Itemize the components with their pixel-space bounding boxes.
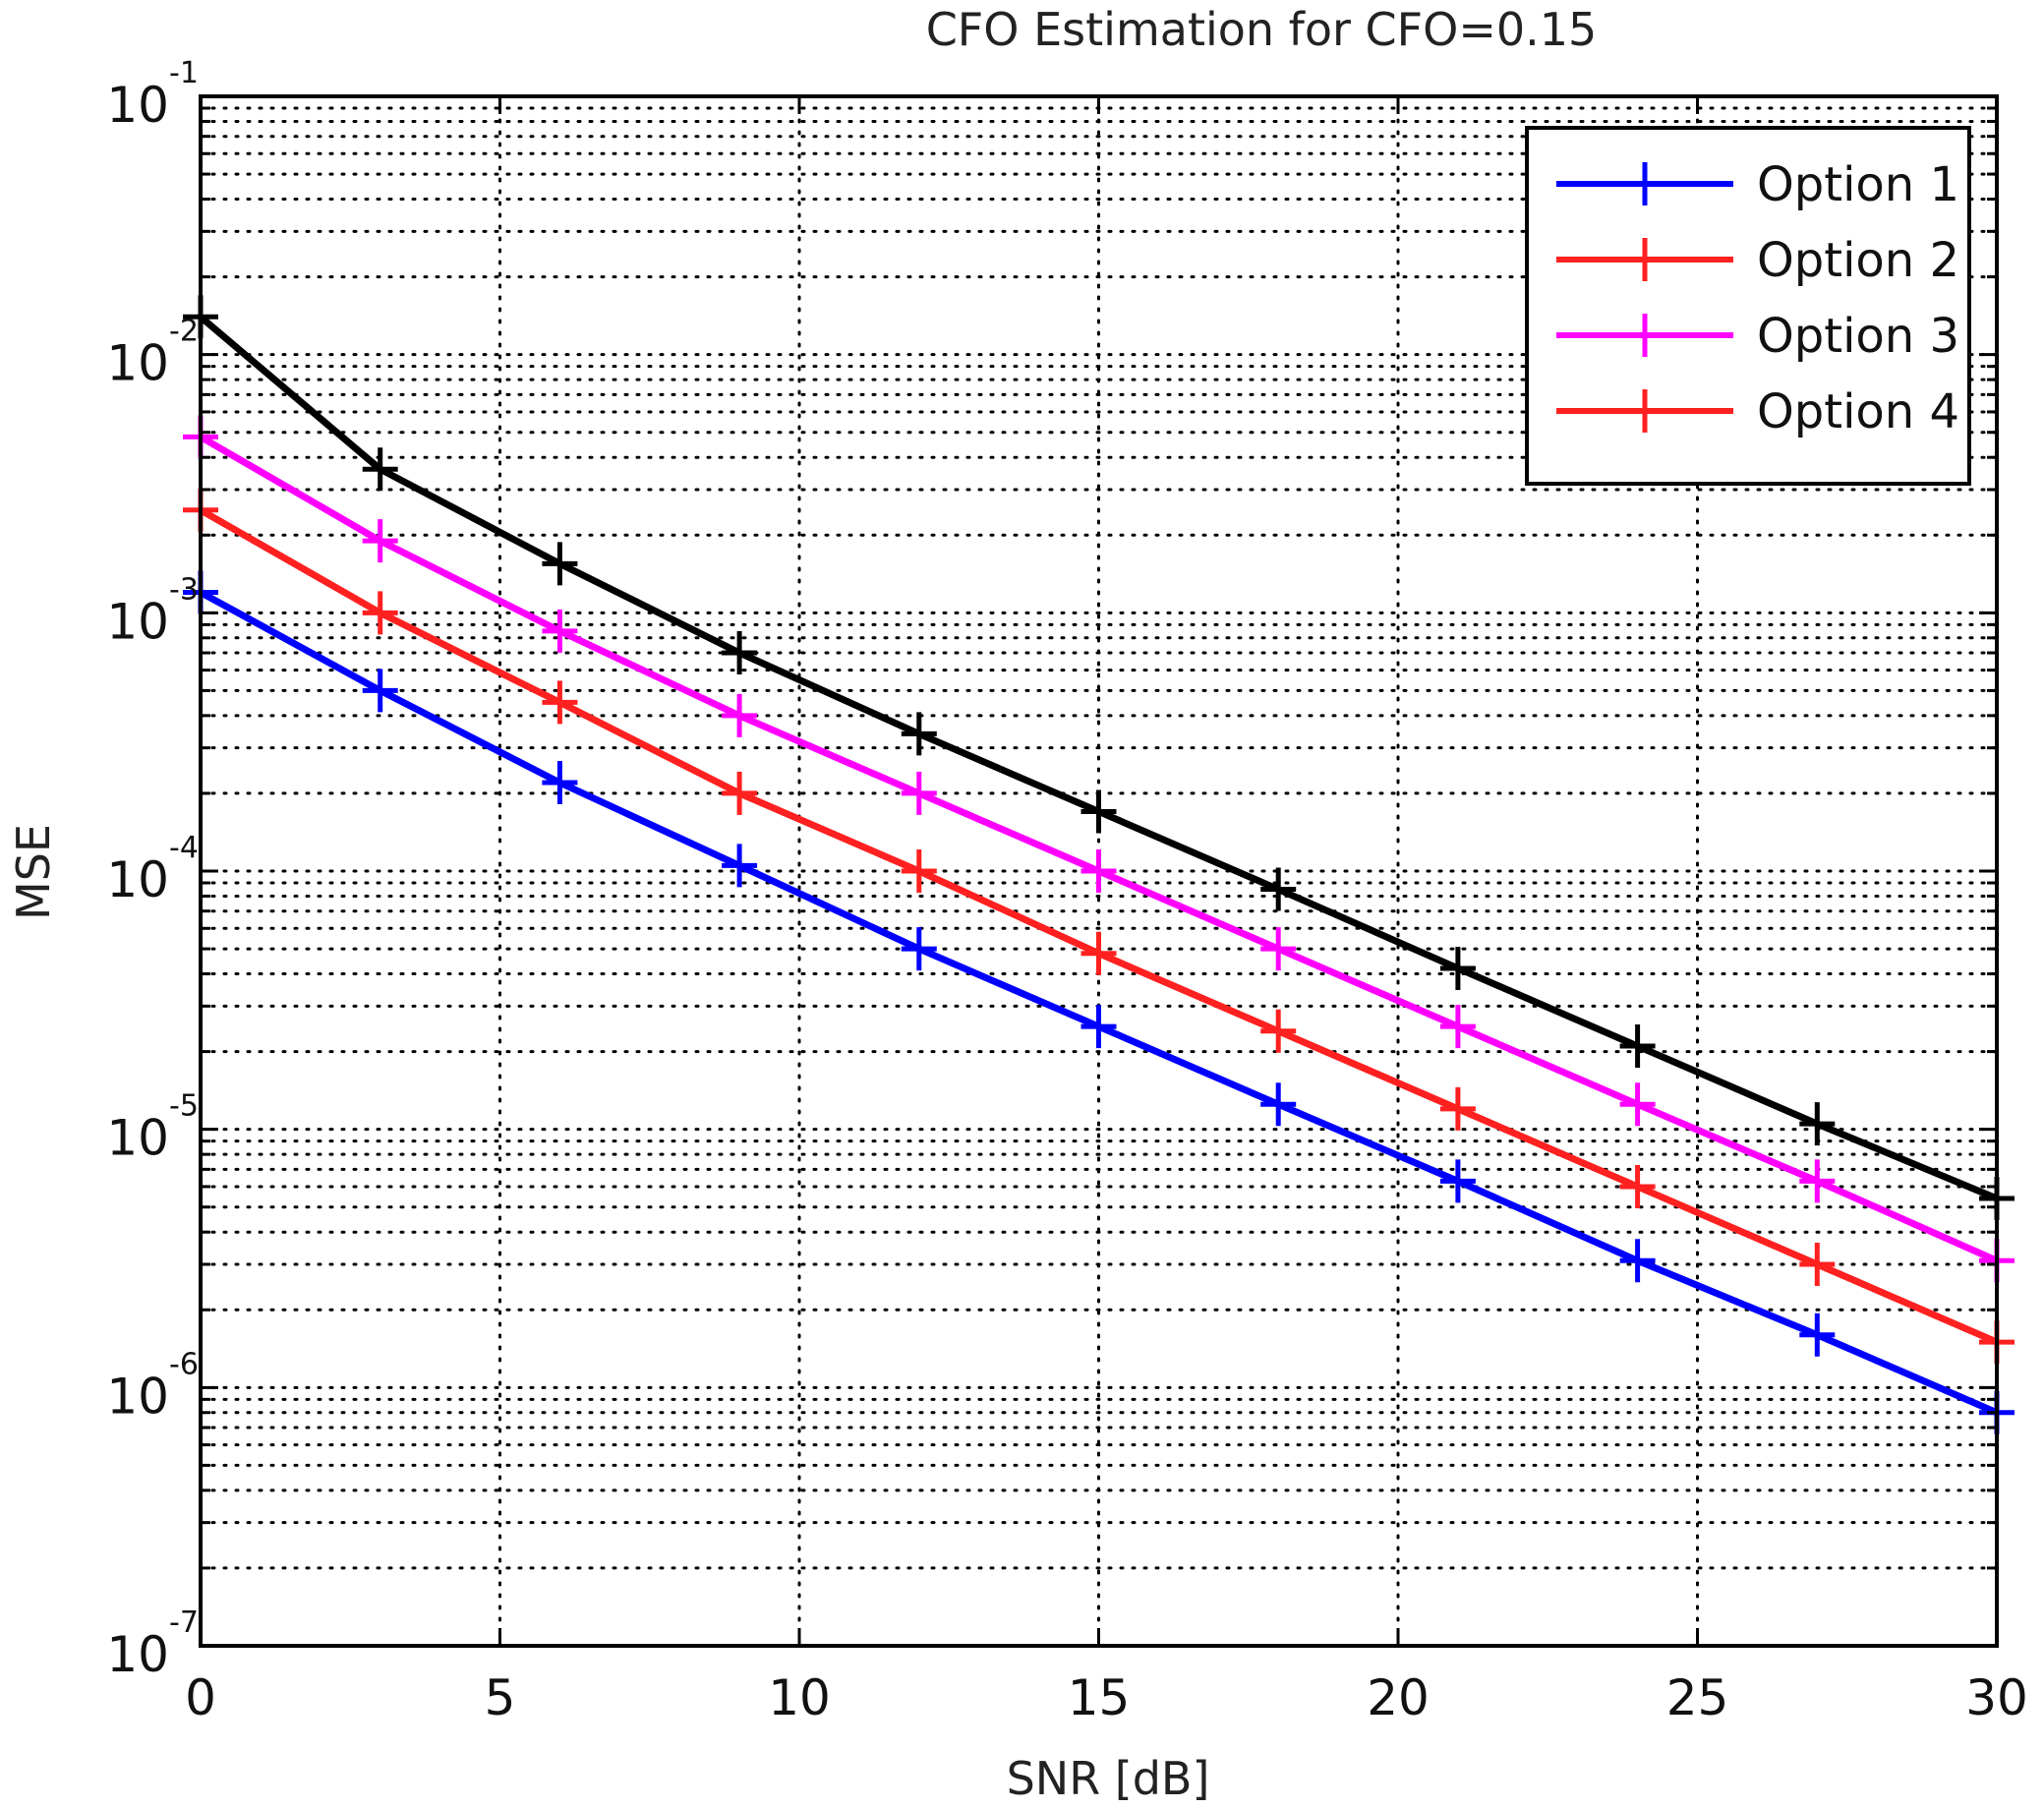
legend: Option 1 Option 2 Option 3 Option 4 — [1525, 126, 1971, 486]
series-option-2 — [183, 488, 2015, 1365]
x-tick-label: 30 — [1965, 1669, 2028, 1726]
y-tick-label: 10 — [106, 851, 169, 908]
y-tick-exponent: -1 — [169, 56, 199, 90]
legend-label: Option 3 — [1757, 309, 1959, 364]
x-tick-label: 25 — [1666, 1669, 1729, 1726]
legend-box — [1525, 126, 1971, 486]
tick-marks — [199, 96, 1999, 1648]
x-axis-label: SNR [dB] — [1007, 1752, 1210, 1805]
y-tick-label: 10 — [106, 77, 169, 134]
y-tick-exponent: -3 — [169, 572, 199, 607]
y-tick-label: 10 — [106, 335, 169, 392]
y-axis-label: MSE — [7, 824, 60, 920]
legend-items: Option 1 Option 2 Option 3 Option 4 — [1556, 157, 1959, 439]
y-tick-label: 10 — [106, 1368, 169, 1425]
y-tick-label: 10 — [106, 1626, 169, 1683]
y-tick-exponent: -5 — [169, 1089, 199, 1124]
legend-label: Option 1 — [1757, 157, 1959, 212]
legend-label: Option 2 — [1757, 233, 1959, 288]
x-tick-label: 15 — [1068, 1669, 1131, 1726]
legend-item: Option 4 — [1556, 384, 1959, 439]
x-tick-label: 20 — [1367, 1669, 1430, 1726]
chart-title: CFO Estimation for CFO=0.15 — [926, 3, 1598, 56]
series-layer — [183, 295, 2015, 1434]
x-tick-label: 0 — [185, 1669, 216, 1726]
legend-item: Option 1 — [1556, 157, 1959, 212]
legend-label: Option 4 — [1757, 384, 1959, 439]
x-tick-label: 10 — [768, 1669, 831, 1726]
y-tick-exponent: -6 — [169, 1347, 199, 1381]
y-tick-exponent: -7 — [169, 1605, 199, 1640]
y-tick-exponent: -4 — [169, 831, 199, 865]
y-tick-exponent: -2 — [169, 315, 199, 349]
x-tick-label: 5 — [485, 1669, 516, 1726]
y-tick-label: 10 — [106, 1110, 169, 1167]
legend-item: Option 3 — [1556, 309, 1959, 364]
y-tick-label: 10 — [106, 593, 169, 650]
legend-item: Option 2 — [1556, 233, 1959, 288]
